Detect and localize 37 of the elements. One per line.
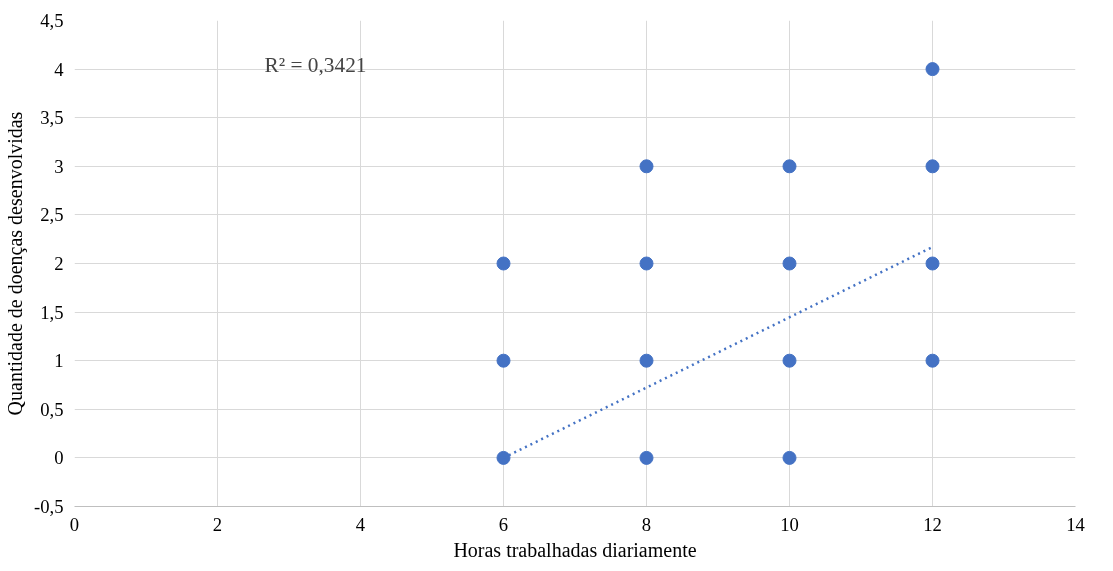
point: [782, 159, 797, 174]
point: [496, 353, 511, 368]
x-tick-label: 4: [355, 513, 366, 535]
y-tick-label: 2: [54, 253, 64, 274]
annotation: R² = 0,3421: [264, 52, 367, 77]
y-tick-label: 4,5: [40, 10, 64, 31]
y-tick-label: 3: [54, 155, 64, 177]
point: [639, 353, 654, 368]
point: [782, 450, 797, 465]
x-axis-title: Horas trabalhadas diariamente: [453, 538, 697, 561]
x-tick-label: 10: [780, 513, 799, 535]
point: [925, 256, 940, 271]
point: [639, 450, 654, 465]
point: [496, 450, 511, 465]
y-axis-title: Quantidade de doenças desenvolvidas: [3, 111, 27, 416]
point: [782, 256, 797, 271]
point: [639, 159, 654, 174]
y-tick-label: 1: [54, 350, 64, 372]
point: [782, 353, 797, 368]
y-tick-label: 0: [54, 447, 64, 469]
point: [925, 159, 940, 174]
x-tick-label: 0: [69, 513, 80, 535]
x-tick-label: 8: [641, 513, 652, 535]
y-tick-label: 0,5: [40, 398, 64, 420]
y-tick-label: 1,5: [40, 301, 64, 323]
point: [925, 62, 940, 77]
y-tick-label: -0,5: [33, 496, 64, 517]
y-tick-label: 3,5: [40, 107, 64, 129]
y-tick-label: 2,5: [40, 204, 64, 226]
x-tick-label: 14: [1066, 513, 1086, 535]
x-tick-label: 12: [923, 513, 942, 535]
x-tick-label: 2: [212, 513, 223, 535]
point: [925, 353, 940, 368]
x-tick-label: 6: [498, 513, 509, 535]
point: [639, 256, 654, 271]
y-tick-label: 4: [54, 58, 65, 80]
point: [496, 256, 511, 271]
